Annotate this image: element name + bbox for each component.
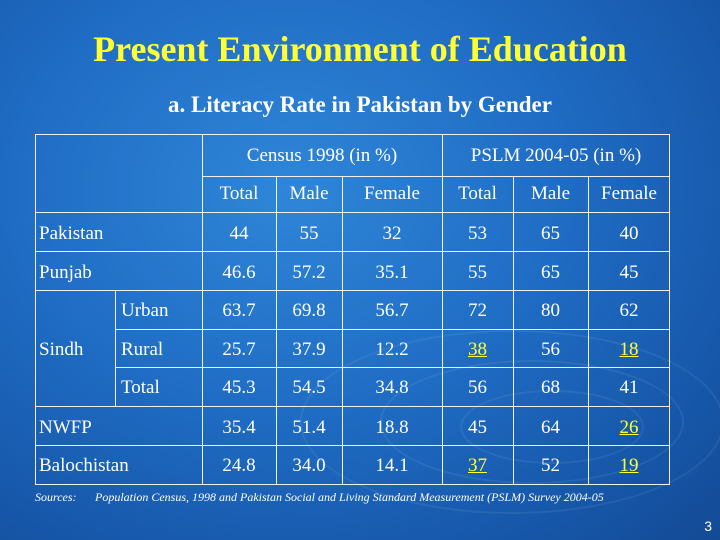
table-cell: 35.4 xyxy=(222,417,256,438)
water-ripple-decoration xyxy=(380,360,684,484)
table-border-top xyxy=(35,134,670,135)
table-cell: 65 xyxy=(541,262,560,283)
table-cell: 46.6 xyxy=(222,262,256,283)
table-cell: 68 xyxy=(541,377,560,398)
header-divider xyxy=(202,176,670,177)
header-pslm-female: Female xyxy=(601,183,657,204)
header-census-female: Female xyxy=(364,183,420,204)
row-label-sindh: Sindh xyxy=(39,339,84,360)
table-cell: 56.7 xyxy=(375,300,409,321)
table-cell: 57.2 xyxy=(292,262,326,283)
row-label-sindh-urban: Urban xyxy=(121,300,169,321)
row-label-sindh-rural: Rural xyxy=(121,339,164,360)
table-cell: 72 xyxy=(468,300,487,321)
column-divider xyxy=(442,134,443,484)
highlighted-value: 37 xyxy=(468,455,487,476)
table-border-right xyxy=(669,134,670,484)
highlighted-value: 26 xyxy=(619,417,639,438)
row-divider xyxy=(35,445,670,446)
table-cell: 45.3 xyxy=(222,377,256,398)
table-cell: 55 xyxy=(299,223,319,244)
table-cell: 53 xyxy=(468,223,487,244)
slide-subtitle: a. Literacy Rate in Pakistan by Gender xyxy=(168,92,552,117)
table-cell: 24.8 xyxy=(222,455,256,476)
table-cell: 51.4 xyxy=(292,417,326,438)
table-cell: 63.7 xyxy=(222,300,256,321)
table-cell-highlight: 37 xyxy=(442,456,513,476)
column-divider xyxy=(342,176,343,484)
water-ripple-decoration xyxy=(460,390,644,464)
header-bottom xyxy=(35,212,670,213)
table-cell: 80 xyxy=(541,300,560,321)
table-cell: 65 xyxy=(541,223,560,244)
header-census-male: Male xyxy=(289,183,329,204)
table-cell-highlight: 19 xyxy=(588,456,670,476)
table-border-bottom xyxy=(35,484,670,485)
column-divider xyxy=(276,176,277,484)
header-pslm: PSLM 2004-05 (in %) xyxy=(470,145,642,166)
table-cell: 18.8 xyxy=(375,417,409,438)
table-cell: 54.5 xyxy=(292,377,326,398)
header-pslm-total: Total xyxy=(458,183,497,204)
table-cell-highlight: 26 xyxy=(588,418,670,438)
sources-text: Population Census, 1998 and Pakistan Soc… xyxy=(95,490,604,504)
table-cell: 40 xyxy=(619,223,639,244)
table-cell: 45 xyxy=(619,262,639,283)
row-label-nwfp: NWFP xyxy=(39,417,92,438)
table-cell: 37.9 xyxy=(292,339,326,360)
row-label-sindh-total: Total xyxy=(121,377,160,398)
table-cell-highlight: 18 xyxy=(588,340,670,360)
table-cell: 62 xyxy=(619,300,639,321)
table-cell: 12.2 xyxy=(375,339,409,360)
table-cell-highlight: 38 xyxy=(442,340,513,360)
table-cell: 56 xyxy=(468,377,487,398)
table-cell: 45 xyxy=(468,417,487,438)
row-divider xyxy=(115,367,670,368)
row-divider xyxy=(35,251,670,252)
table-cell: 41 xyxy=(619,377,639,398)
table-cell: 25.7 xyxy=(222,339,256,360)
row-divider xyxy=(35,290,670,291)
row-label-punjab: Punjab xyxy=(39,262,92,283)
table-cell: 52 xyxy=(541,455,560,476)
water-ripple-decoration xyxy=(300,330,720,514)
table-cell: 64 xyxy=(541,417,560,438)
header-pslm-male: Male xyxy=(530,183,571,204)
header-census: Census 1998 (in %) xyxy=(246,145,398,166)
table-cell: 56 xyxy=(541,339,560,360)
table-cell: 35.1 xyxy=(375,262,409,283)
row-divider xyxy=(35,406,670,407)
table-cell: 34.8 xyxy=(375,377,409,398)
table-cell: 34.0 xyxy=(292,455,326,476)
column-divider xyxy=(202,134,203,484)
sindh-divider xyxy=(115,290,116,406)
table-cell: 44 xyxy=(229,223,249,244)
slide-title: Present Environment of Education xyxy=(93,29,627,69)
highlighted-value: 19 xyxy=(619,455,639,476)
table-cell: 14.1 xyxy=(375,455,409,476)
sources-label: Sources: xyxy=(35,490,77,504)
row-label-balochistan: Balochistan xyxy=(39,455,129,476)
column-divider xyxy=(588,176,589,484)
highlighted-value: 38 xyxy=(468,339,487,360)
table-cell: 55 xyxy=(468,262,487,283)
table-border-left xyxy=(35,134,36,484)
page-number: 3 xyxy=(704,518,712,534)
highlighted-value: 18 xyxy=(619,339,639,360)
row-divider xyxy=(115,329,670,330)
header-census-total: Total xyxy=(219,183,259,204)
table-cell: 69.8 xyxy=(292,300,326,321)
table-cell: 32 xyxy=(382,223,402,244)
row-label-pakistan: Pakistan xyxy=(39,223,104,244)
column-divider xyxy=(513,176,514,484)
